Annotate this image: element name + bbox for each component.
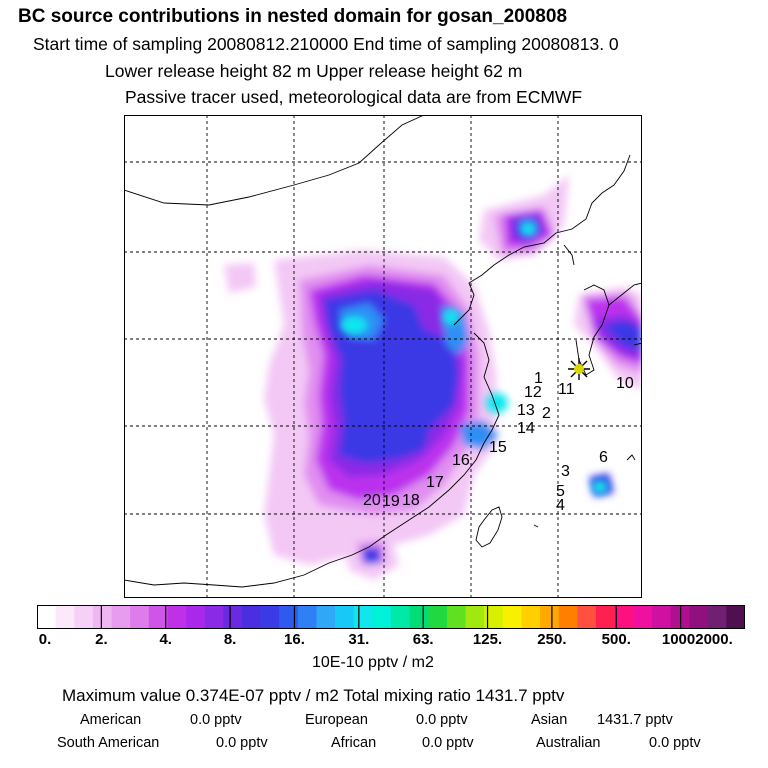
- plot-title: BC source contributions in nested domain…: [18, 6, 568, 27]
- color-scale-swatch: [726, 605, 745, 629]
- color-scale-tick-label: 2.: [95, 631, 108, 648]
- site-label: 3: [561, 463, 570, 480]
- color-scale-swatch: [316, 605, 336, 629]
- color-scale-swatch: [260, 605, 280, 629]
- color-scale-swatch: [577, 605, 597, 629]
- site-label: 14: [517, 420, 535, 437]
- color-scale-swatch: [465, 605, 485, 629]
- site-label: 13: [517, 402, 535, 419]
- color-scale-swatch: [37, 605, 56, 629]
- region-name: South American: [57, 735, 160, 751]
- plume-cyan-layer: [340, 223, 608, 494]
- color-scale-swatch: [428, 605, 448, 629]
- site-label: 2: [542, 405, 551, 422]
- color-scale-swatch: [446, 605, 466, 629]
- color-scale-swatch: [167, 605, 187, 629]
- color-scale-swatch: [111, 605, 131, 629]
- color-scale-swatch: [651, 605, 671, 629]
- color-scale-swatch: [335, 605, 355, 629]
- color-scale-swatch: [297, 605, 317, 629]
- color-scale-tick-label: 125.: [472, 631, 503, 648]
- color-scale-swatch: [558, 605, 578, 629]
- color-scale-swatch: [540, 605, 559, 629]
- color-scale-swatch: [707, 605, 727, 629]
- color-scale-tick-label: 2000.: [695, 631, 733, 648]
- color-scale-swatch: [55, 605, 75, 629]
- tracer-info-line: Passive tracer used, meteorological data…: [125, 87, 583, 107]
- color-scale-swatch: [130, 605, 150, 629]
- color-scale-tick-label: 8.: [223, 631, 237, 648]
- color-scale-swatch: [502, 605, 522, 629]
- site-label: 19: [382, 493, 400, 510]
- color-scale-frame: [37, 605, 745, 629]
- color-scale-swatch: [279, 605, 299, 629]
- site-label: 6: [599, 449, 608, 466]
- release-height-line: Lower release height 82 m Upper release …: [105, 61, 523, 81]
- region-value: 0.0 pptv: [190, 712, 242, 728]
- color-scale-swatch: [204, 605, 224, 629]
- color-scale-tick-label: 63.: [412, 631, 434, 648]
- color-scale-swatch: [241, 605, 261, 629]
- map-frame: [124, 115, 642, 598]
- color-scale-swatch: [484, 605, 504, 629]
- site-label: 15: [489, 439, 507, 456]
- lat-lon-grid: [124, 115, 642, 598]
- color-scale-tick-label: 0.: [38, 631, 52, 648]
- color-scale-swatch: [186, 605, 205, 629]
- color-scale-tick-label: 250.: [537, 631, 567, 648]
- region-value: 0.0 pptv: [422, 735, 474, 751]
- color-scale-swatch: [92, 605, 112, 629]
- region-name: Asian: [531, 712, 568, 728]
- site-label: 12: [524, 384, 542, 401]
- region-name: American: [80, 712, 142, 728]
- region-value: 0.0 pptv: [216, 735, 268, 751]
- color-scale-tick-label: 1000.: [661, 631, 700, 648]
- site-label: 16: [452, 452, 470, 469]
- region-value: 1431.7 pptv: [597, 712, 673, 728]
- color-scale-tick-label: 16.: [284, 631, 305, 648]
- color-scale-swatch: [74, 605, 94, 629]
- color-scale-swatch: [521, 605, 541, 629]
- region-name: European: [305, 712, 368, 728]
- color-scale-tick-label: 500.: [601, 631, 631, 648]
- color-scale-tick-label: 31.: [348, 631, 370, 648]
- site-label: 5: [556, 483, 565, 500]
- site-label: 17: [426, 474, 444, 491]
- color-scale-swatch: [670, 605, 690, 629]
- site-labels: 1 2 3 4 5 6 10 11 12 13 14 15 16 17 18 1…: [363, 370, 634, 514]
- color-scale-tick-label: 4.: [159, 631, 172, 648]
- site-label: 4: [556, 497, 565, 514]
- color-scale-swatch: [614, 605, 634, 629]
- color-scale-swatch: [595, 605, 615, 629]
- color-scale-swatch: [409, 605, 429, 629]
- site-label: 18: [402, 492, 420, 509]
- sampling-time-line: Start time of sampling 20080812.210000 E…: [33, 34, 619, 54]
- max-value-line: Maximum value 0.374E-07 pptv / m2 Total …: [62, 686, 565, 705]
- site-label: 20: [363, 492, 381, 509]
- color-scale-swatch: [372, 605, 392, 629]
- site-label: 11: [558, 381, 575, 398]
- color-scale-swatch: [391, 605, 410, 629]
- color-scale-bar: [37, 605, 745, 629]
- color-scale-swatch: [223, 605, 243, 629]
- star-marker-icon: [568, 358, 590, 380]
- site-label: 10: [616, 375, 634, 392]
- site-label: 1: [534, 370, 543, 387]
- color-scale-swatch: [689, 605, 709, 629]
- color-scale-swatch: [633, 605, 653, 629]
- units-label: 10E-10 pptv / m2: [312, 654, 434, 671]
- color-scale-swatch: [148, 605, 168, 629]
- region-value: 0.0 pptv: [416, 712, 468, 728]
- contribution-map: 1 2 3 4 5 6 10 11 12 13 14 15 16 17 18 1…: [124, 115, 642, 598]
- color-scale-swatch: [353, 605, 373, 629]
- region-name: Australian: [536, 735, 601, 751]
- region-name: African: [331, 735, 377, 751]
- region-value: 0.0 pptv: [649, 735, 701, 751]
